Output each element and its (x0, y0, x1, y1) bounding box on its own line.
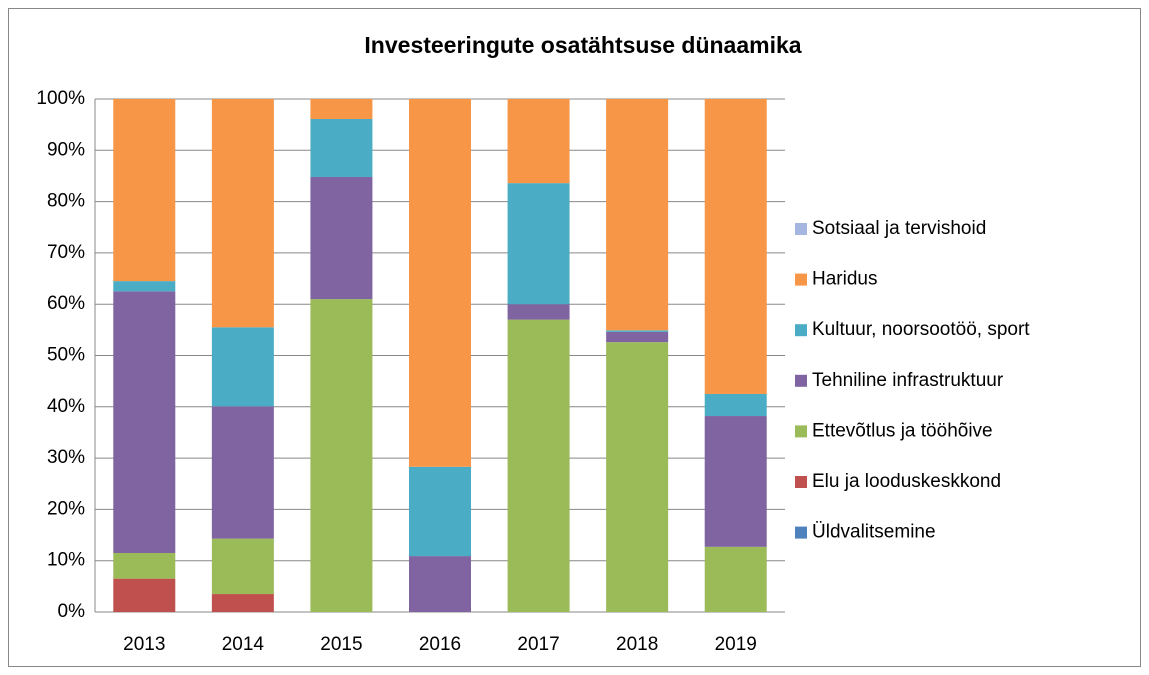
x-tick-label: 2019 (715, 634, 757, 655)
legend-swatch (795, 273, 807, 286)
bar-segment (113, 281, 176, 292)
y-tick-label: 60% (47, 293, 85, 314)
bar-segment (211, 99, 274, 328)
bar-segment (409, 466, 471, 557)
chart-title: Investeeringute osatähtsuse dünaamika (364, 32, 801, 58)
bar-segment (409, 556, 471, 612)
legend-swatch (795, 374, 807, 387)
bar-segment (704, 416, 767, 547)
bar-segment (606, 331, 669, 343)
legend-swatch (795, 324, 807, 337)
y-tick-label: 70% (47, 242, 85, 263)
bar-segment (606, 330, 669, 332)
x-tick-label: 2016 (419, 634, 461, 655)
bar-segment (507, 99, 570, 184)
bar-segment (113, 99, 176, 282)
y-tick-label: 10% (47, 550, 85, 571)
bar-segment (310, 299, 373, 612)
y-tick-label: 40% (47, 396, 85, 417)
bar-segment (704, 546, 767, 612)
bar-segment (113, 291, 176, 554)
legend-label: Elu ja looduskeskkond (812, 471, 1001, 492)
legend-swatch (795, 425, 807, 438)
legend-swatch (795, 476, 807, 488)
legend-label: Sotsiaal ja tervishoid (812, 218, 986, 239)
bar-segment (310, 176, 373, 300)
chart-border (8, 8, 1141, 667)
bar-segment (113, 578, 176, 612)
legend-swatch (795, 526, 807, 539)
y-tick-label: 0% (58, 601, 86, 622)
bar-segment (211, 327, 274, 407)
x-tick-label: 2013 (123, 634, 165, 655)
legend-label: Ettevõtlus ja tööhõive (812, 420, 993, 441)
legend-label: Tehniline infrastruktuur (812, 370, 1004, 391)
bar-segment (211, 406, 274, 539)
legend-label: Haridus (812, 269, 877, 290)
bar-segment (606, 342, 669, 612)
bar-segment (606, 99, 669, 331)
y-tick-label: 50% (47, 345, 85, 366)
legend-label: Kultuur, noorsootöö, sport (812, 319, 1030, 340)
bar-segment (507, 183, 570, 305)
y-tick-label: 100% (36, 88, 85, 109)
y-tick-label: 30% (47, 447, 85, 468)
y-tick-label: 20% (47, 498, 85, 519)
bar-segment (704, 393, 767, 417)
x-tick-label: 2014 (222, 634, 265, 655)
legend-swatch (795, 223, 807, 235)
bar-segment (113, 553, 176, 579)
bar-segment (310, 119, 373, 177)
y-tick-label: 90% (47, 139, 85, 160)
bar-segment (409, 99, 471, 467)
x-tick-label: 2018 (616, 634, 658, 655)
bar-segment (310, 99, 373, 120)
bar-segment (507, 319, 570, 612)
bar-segment (211, 594, 274, 612)
bar-segment (211, 538, 274, 595)
bar-segment (507, 304, 570, 320)
x-tick-label: 2017 (517, 634, 559, 655)
x-tick-label: 2015 (320, 634, 362, 655)
y-tick-label: 80% (47, 191, 85, 212)
bar-segment (704, 99, 767, 394)
legend-label: Üldvalitsemine (812, 522, 936, 543)
